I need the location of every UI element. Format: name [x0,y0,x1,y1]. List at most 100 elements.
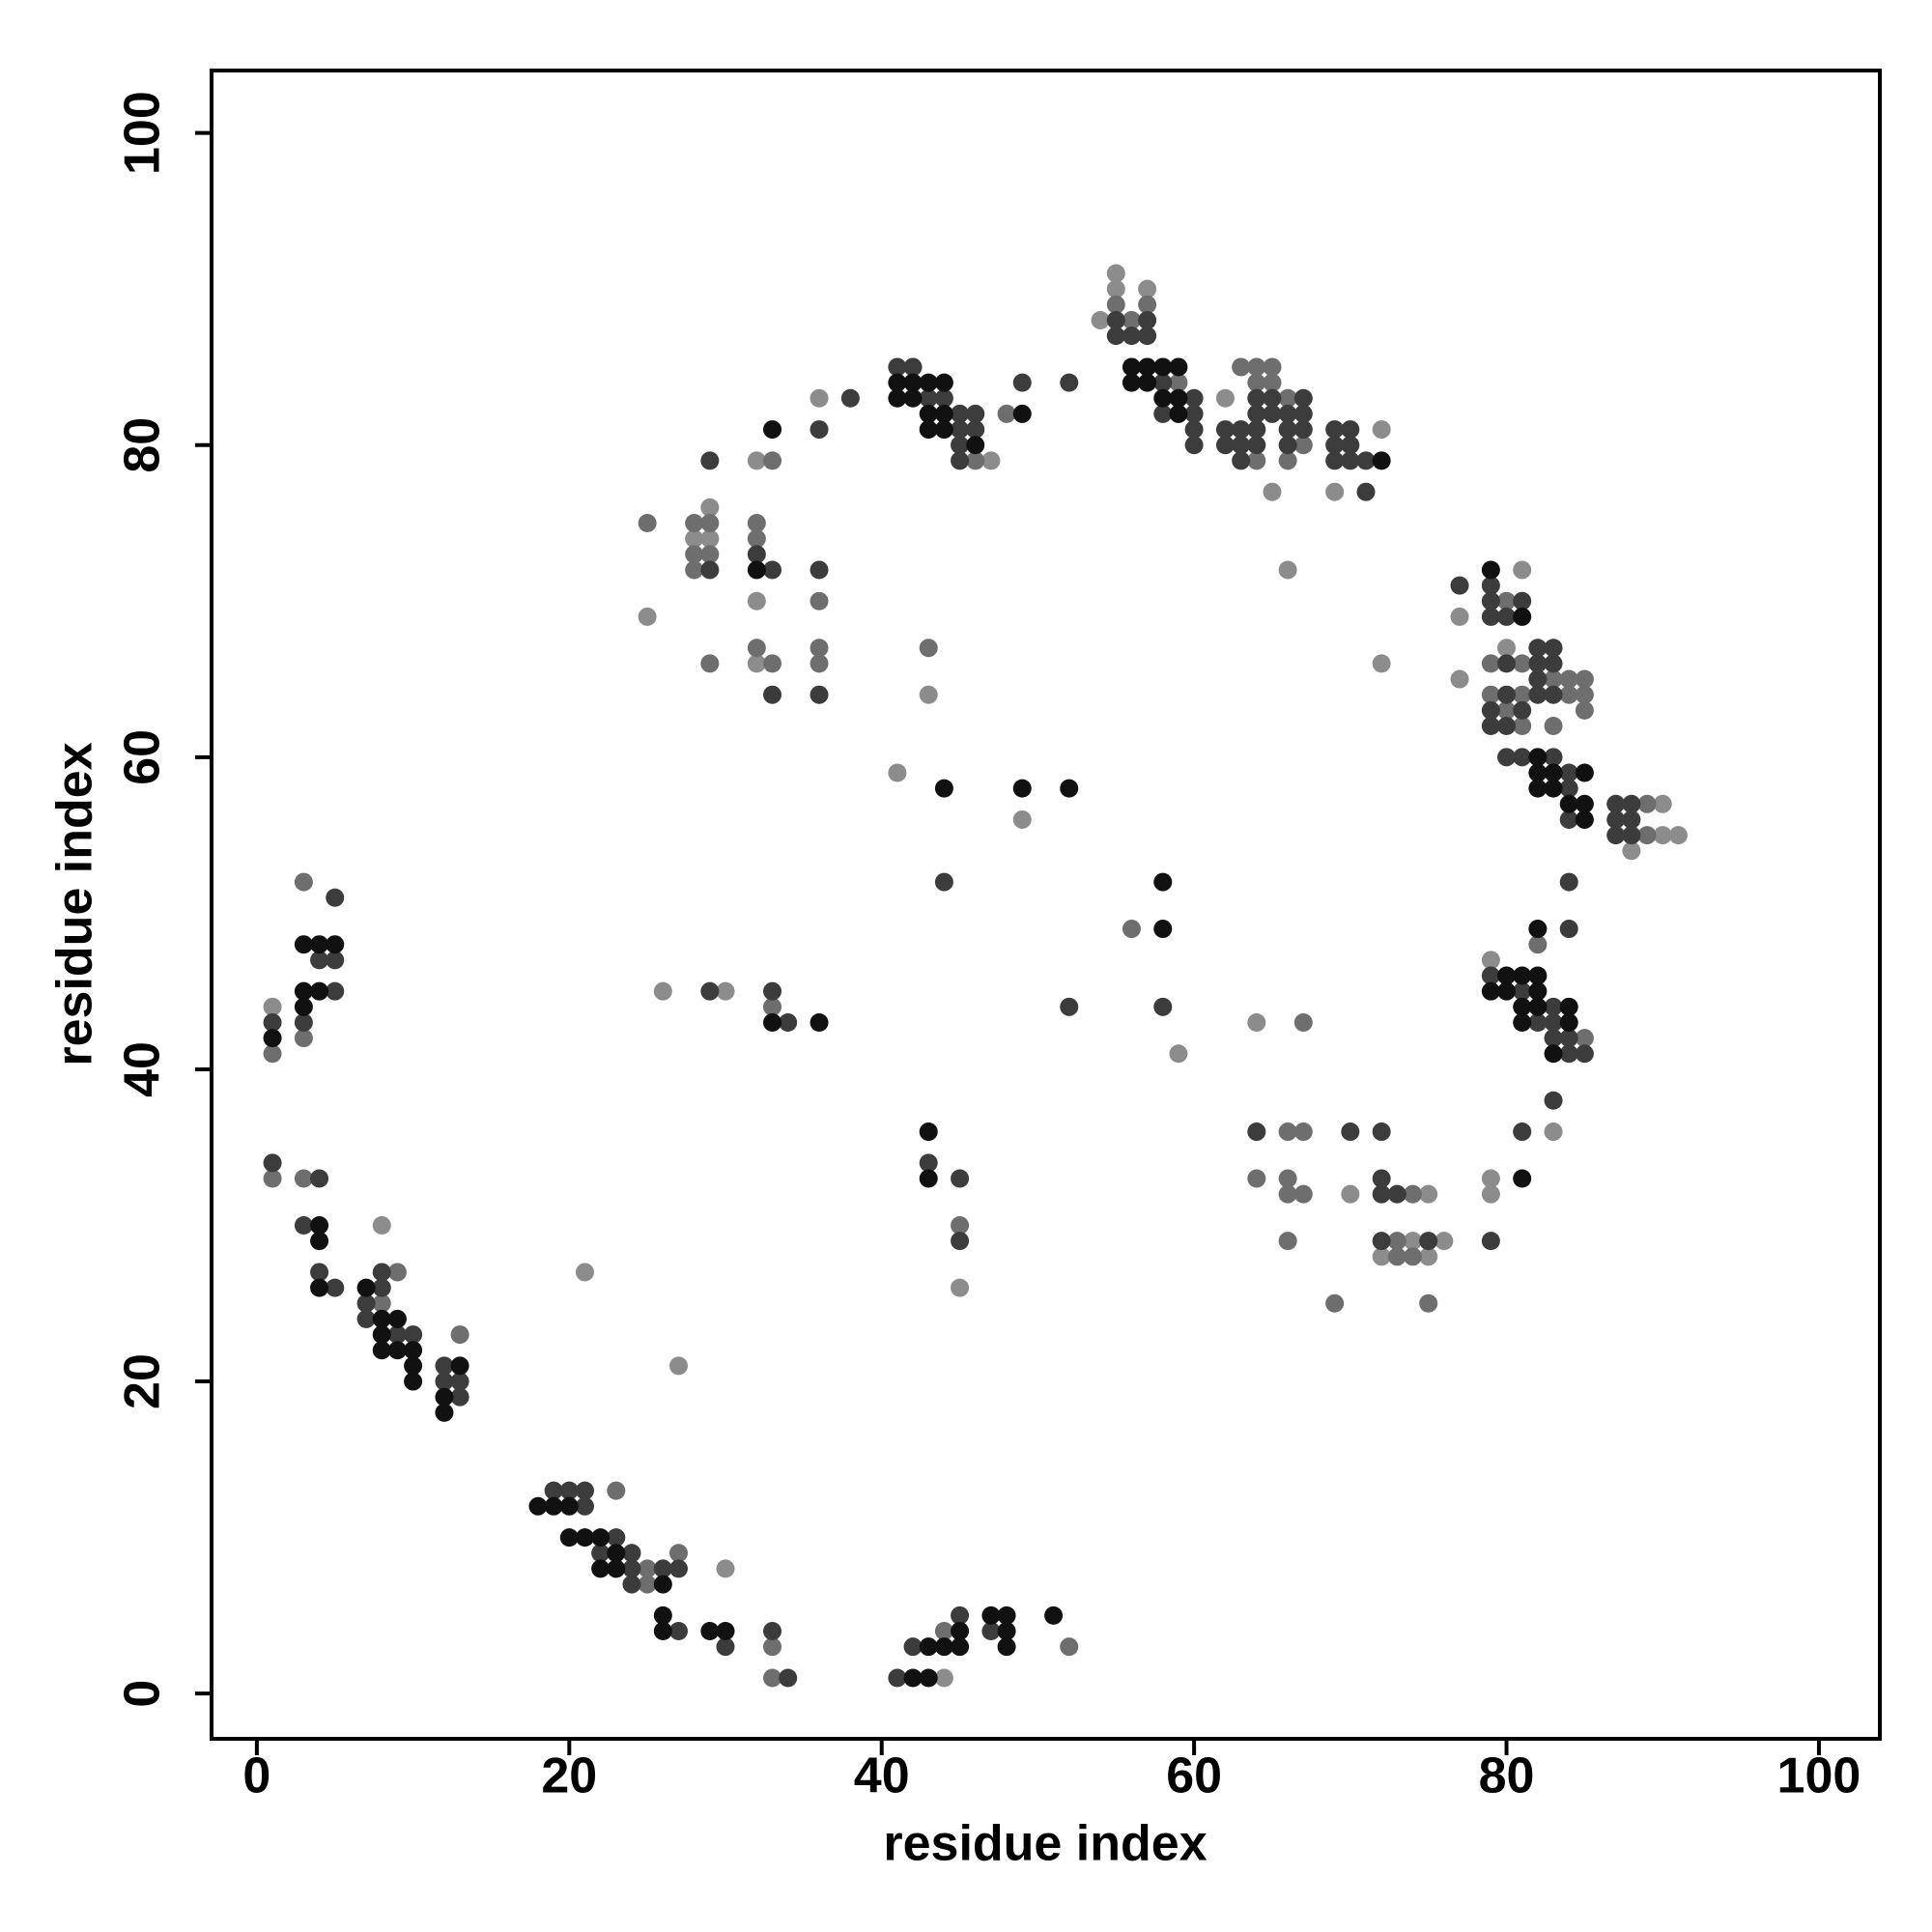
point [997,1637,1016,1657]
point [810,639,829,658]
point [1419,1184,1438,1204]
point [310,1169,329,1188]
point [685,545,704,564]
point [372,1309,391,1328]
point [747,639,766,658]
point [372,1215,391,1235]
point [919,1122,938,1142]
point [653,1622,672,1641]
point [763,1622,782,1641]
point [1528,779,1548,798]
point [981,451,1001,470]
point [1559,763,1578,782]
y-axis-title: residue index [47,742,103,1065]
point [1513,685,1532,704]
point [1106,310,1125,329]
point [607,1559,626,1578]
point [1637,794,1657,813]
point [1169,388,1188,408]
point [622,1559,641,1578]
point [1184,420,1204,440]
point [294,1012,313,1032]
point [1528,981,1548,1001]
point [1044,1605,1064,1625]
point [1341,1122,1360,1142]
point [607,1528,626,1548]
point [1528,669,1548,689]
point [1247,436,1266,455]
point [747,529,766,549]
point [903,1637,923,1657]
point [528,1496,548,1516]
point [1341,436,1360,455]
point [779,1668,798,1688]
point [1278,388,1297,408]
point [1622,794,1641,813]
point [779,1012,798,1032]
point [372,1293,391,1313]
point [685,514,704,533]
point [575,1496,594,1516]
point [716,1622,735,1641]
point [450,1372,469,1391]
point [1263,482,1282,501]
point [747,514,766,533]
point [1153,388,1173,408]
point [1372,1122,1391,1142]
point [544,1496,563,1516]
point [356,1278,376,1297]
point [997,404,1016,423]
point [1481,1184,1500,1204]
point [1122,327,1141,346]
point [888,357,907,377]
point [326,951,345,970]
point [1544,1091,1563,1110]
point [951,420,970,440]
point [1372,654,1391,673]
x-tick-label: 80 [1479,1748,1535,1804]
point [1278,1184,1297,1204]
point [1293,436,1313,455]
point [934,404,953,423]
point [450,1325,469,1345]
point [1497,700,1517,720]
point [919,420,938,440]
point [763,997,782,1016]
point [1341,1184,1360,1204]
point [1356,451,1376,470]
point [653,1559,672,1578]
point [934,872,953,892]
point [1559,685,1578,704]
point [1341,420,1360,440]
point [919,1637,938,1657]
point [1559,997,1578,1016]
y-tick-label: 40 [115,1041,171,1097]
point [1184,404,1204,423]
point [951,1605,970,1625]
point [810,1012,829,1032]
point [1325,420,1345,440]
point [326,981,345,1001]
point [763,1012,782,1032]
point [747,591,766,611]
point [1575,669,1594,689]
point [263,1029,282,1048]
point [1138,327,1157,346]
point [591,1528,611,1548]
point [700,981,720,1001]
point [1575,1044,1594,1064]
point [1138,373,1157,392]
point [1293,404,1313,423]
point [685,529,704,549]
point [356,1293,376,1313]
point [1544,1029,1563,1048]
point [1247,1122,1266,1142]
point [1528,639,1548,658]
point [763,654,782,673]
point [1559,1044,1578,1064]
point [716,981,735,1001]
point [919,685,938,704]
point [1497,981,1517,1001]
point [1138,295,1157,314]
point [1575,794,1594,813]
